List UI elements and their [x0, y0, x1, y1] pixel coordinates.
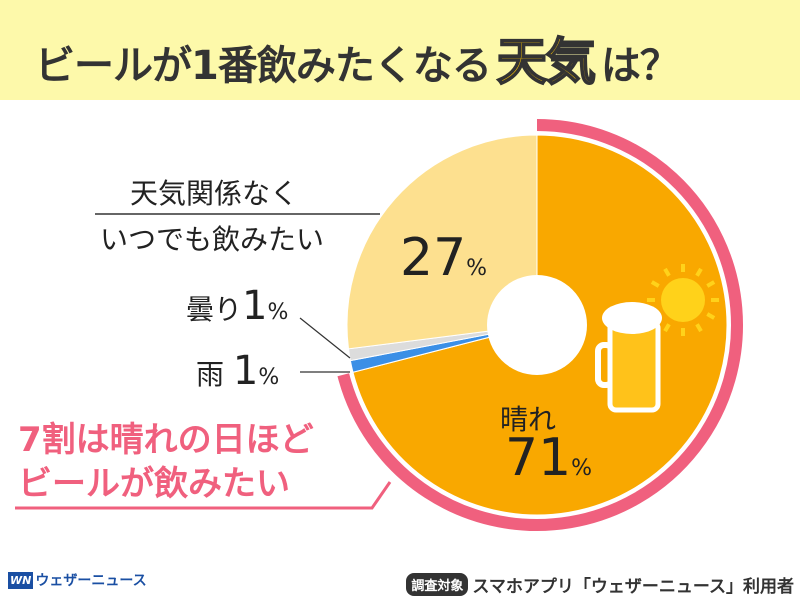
anytime-label-line1: 天気関係なく: [130, 177, 299, 210]
cloudy-label: 曇り1%: [186, 283, 289, 329]
weathernews-logo: WN ウェザーニュース: [8, 571, 147, 589]
sun-ray: [663, 323, 671, 333]
pie-slice-3: [346, 134, 538, 350]
sun-ray: [650, 280, 660, 288]
survey-text: スマホアプリ「ウェザーニュース」利用者: [472, 577, 794, 597]
sun-ray: [695, 267, 703, 277]
callout: 7割は晴れの日ほど ビールが飲みたい: [18, 418, 314, 506]
page-title: ビールが1番飲みたくなる 天気 は？: [35, 22, 680, 94]
anytime-value: 27%: [400, 228, 488, 288]
header-band: [0, 0, 800, 100]
sun-ray: [695, 323, 703, 333]
title-text: ビールが1番飲みたくなる: [35, 43, 492, 89]
callout-line: [15, 481, 392, 510]
sun-ray: [663, 267, 671, 277]
anytime-label-line2: いつでも飲みたい: [100, 223, 325, 256]
beer-mug-icon: [595, 302, 662, 413]
callout-line2: ビールが飲みたい: [18, 464, 290, 504]
sun-ray: [706, 280, 716, 288]
donut-hole: [487, 275, 587, 375]
highlight-ring: [337, 119, 743, 531]
sunny-label: 晴れ: [500, 403, 557, 436]
sun-icon: [647, 264, 719, 336]
sun-ray: [706, 312, 716, 320]
title-highlight: 天気: [496, 32, 597, 92]
sunny-value: 71%: [505, 428, 593, 488]
survey-tag: 調査対象: [406, 573, 469, 596]
survey-note: 調査対象 スマホアプリ「ウェザーニュース」利用者: [406, 572, 794, 597]
rain-label: 雨 1%: [196, 348, 280, 394]
callout-line1: 7割は晴れの日ほど: [18, 420, 314, 460]
cloudy-leader: [299, 317, 351, 359]
title-suffix: は？: [600, 43, 680, 89]
